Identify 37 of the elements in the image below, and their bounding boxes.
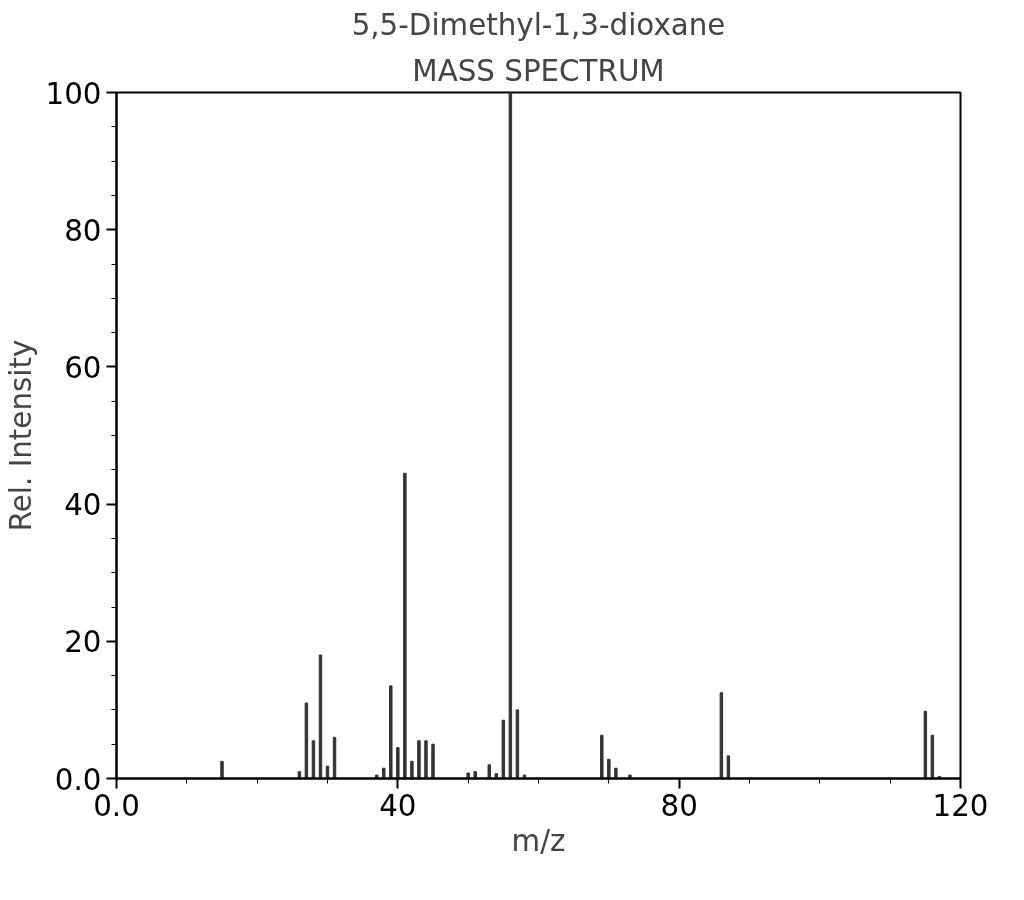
bar [923, 710, 928, 779]
y-tick-label: 20 [64, 625, 102, 660]
chart-subtitle: MASS SPECTRUM [412, 53, 665, 88]
bar [508, 92, 513, 779]
bar [403, 472, 407, 779]
bar [431, 743, 435, 779]
y-tick-label: 60 [64, 350, 102, 385]
bar [473, 771, 477, 779]
bar [389, 685, 393, 779]
y-tick-label: 80 [64, 213, 102, 248]
bar [614, 767, 618, 779]
bar [501, 719, 506, 779]
y-axis-title: Rel. Intensity [3, 339, 38, 532]
bar [396, 747, 400, 779]
chart-title: 5,5-Dimethyl-1,3-dioxane [351, 7, 726, 42]
bar [600, 734, 604, 779]
x-tick-label: 120 [932, 788, 989, 823]
x-tick-label: 40 [379, 788, 417, 823]
bar [410, 760, 414, 779]
bar [487, 764, 491, 779]
bar [466, 772, 470, 779]
bar [494, 773, 499, 779]
bar [424, 740, 428, 779]
y-tick-label: 40 [64, 488, 102, 523]
bar [719, 692, 724, 779]
bar [417, 740, 421, 779]
bar [375, 774, 379, 779]
bar [628, 774, 632, 779]
x-axis-title: m/z [511, 823, 566, 858]
bar [607, 758, 611, 779]
x-tick-label: 80 [660, 788, 698, 823]
bar [382, 767, 386, 779]
bar [220, 760, 224, 779]
bar [297, 771, 302, 779]
bar [930, 734, 935, 779]
bar [522, 774, 527, 779]
y-tick-label: 100 [45, 76, 102, 111]
